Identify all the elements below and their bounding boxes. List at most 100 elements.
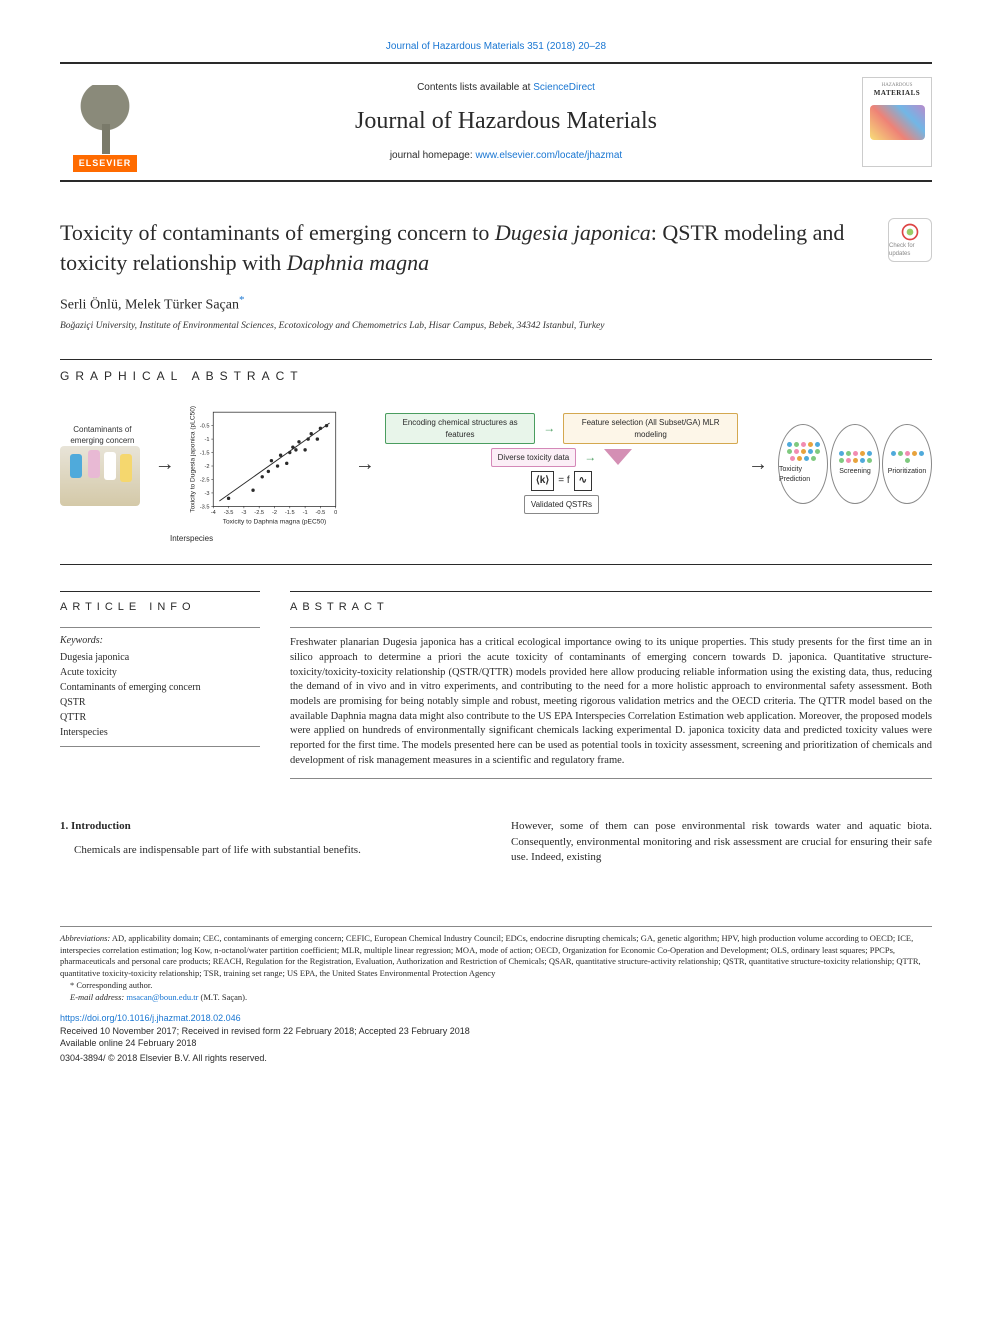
ga-flowchart: Encoding chemical structures as features… xyxy=(385,413,738,514)
received-dates: Received 10 November 2017; Received in r… xyxy=(60,1025,932,1038)
header-center: Contents lists available at ScienceDirec… xyxy=(150,81,862,163)
crossmark-icon xyxy=(900,222,920,242)
author-names: Serli Önlü, Melek Türker Saçan xyxy=(60,298,239,313)
doi-link[interactable]: https://doi.org/10.1016/j.jhazmat.2018.0… xyxy=(60,1013,241,1023)
authors: Serli Önlü, Melek Türker Saçan* xyxy=(60,293,932,315)
svg-text:Toxicity to Dugesia japonica (: Toxicity to Dugesia japonica (pLC50) xyxy=(189,406,196,513)
ga-equation: ⟨k⟩ = f ∿ xyxy=(531,471,592,491)
keyword-item: Dugesia japonica xyxy=(60,650,260,665)
ga-box-encode: Encoding chemical structures as features xyxy=(385,413,535,443)
corresponding-mark: * xyxy=(239,294,245,306)
ga-eq-lhs: ⟨k⟩ xyxy=(531,471,554,491)
keyword-item: QTTR xyxy=(60,710,260,725)
ga-funnel-icon xyxy=(604,449,632,465)
body-columns: 1. Introduction Chemicals are indispensa… xyxy=(60,819,932,865)
svg-text:-2: -2 xyxy=(272,510,277,516)
keyword-item: Interspecies xyxy=(60,725,260,740)
ga-ell1-label: Toxicity Prediction xyxy=(779,465,827,485)
email-suffix: (M.T. Saçan). xyxy=(198,992,247,1002)
homepage-line: journal homepage: www.elsevier.com/locat… xyxy=(150,149,862,163)
svg-text:-0.5: -0.5 xyxy=(315,510,325,516)
abstract-label: ABSTRACT xyxy=(290,591,932,615)
arrow-icon: → xyxy=(584,449,596,466)
title-species2: Daphnia magna xyxy=(287,250,429,275)
arrow-icon: → xyxy=(543,420,555,437)
keyword-item: Contaminants of emerging concern xyxy=(60,680,260,695)
available-date: Available online 24 February 2018 xyxy=(60,1037,932,1050)
graphical-abstract-label: GRAPHICAL ABSTRACT xyxy=(60,359,932,385)
svg-text:-1: -1 xyxy=(302,510,307,516)
footnotes: Abbreviations: AD, applicability domain;… xyxy=(60,926,932,1065)
abbrev-label: Abbreviations: xyxy=(60,933,110,943)
elsevier-tree-icon xyxy=(70,85,140,155)
body-paragraph: However, some of them can pose environme… xyxy=(511,819,932,865)
ga-ell2-label: Screening xyxy=(839,467,871,477)
arrow-icon: → xyxy=(355,450,375,478)
elsevier-logo[interactable]: ELSEVIER xyxy=(60,72,150,172)
abbreviations: Abbreviations: AD, applicability domain;… xyxy=(60,933,932,981)
article-info-column: ARTICLE INFO Keywords: Dugesia japonicaA… xyxy=(60,565,260,780)
svg-text:-3.5: -3.5 xyxy=(223,510,233,516)
email-label: E-mail address: xyxy=(70,992,126,1002)
ga-eq-mid: = f xyxy=(558,474,569,488)
ga-contaminants-image xyxy=(60,446,140,506)
graphical-abstract: Contaminants of emerging concern → -4-3.… xyxy=(60,399,932,529)
ga-ellipses: Toxicity Prediction Screening Prioritiza… xyxy=(778,424,932,504)
sciencedirect-link[interactable]: ScienceDirect xyxy=(533,82,595,93)
homepage-link[interactable]: www.elsevier.com/locate/jhazmat xyxy=(475,150,622,161)
arrow-icon: → xyxy=(748,450,768,478)
ga-ellipse-screening: Screening xyxy=(830,424,880,504)
journal-citation[interactable]: Journal of Hazardous Materials 351 (2018… xyxy=(60,40,932,54)
article-info-label: ARTICLE INFO xyxy=(60,591,260,615)
section-heading-1: 1. Introduction xyxy=(60,819,481,834)
check-updates-label: Check for updates xyxy=(889,242,931,259)
svg-text:-3: -3 xyxy=(241,510,246,516)
contents-line: Contents lists available at ScienceDirec… xyxy=(150,81,862,95)
svg-text:-3.5: -3.5 xyxy=(200,504,210,510)
ga-box-diverse: Diverse toxicity data xyxy=(491,448,577,467)
body-column-right: However, some of them can pose environme… xyxy=(511,819,932,865)
homepage-prefix: journal homepage: xyxy=(390,150,476,161)
abstract-text: Freshwater planarian Dugesia japonica ha… xyxy=(290,627,932,779)
cover-graphic xyxy=(870,105,925,140)
check-updates-badge[interactable]: Check for updates xyxy=(888,218,932,262)
email-link[interactable]: msacan@boun.edu.tr xyxy=(126,992,198,1002)
svg-text:-1.5: -1.5 xyxy=(285,510,295,516)
svg-text:0: 0 xyxy=(334,510,337,516)
affiliation: Boğaziçi University, Institute of Enviro… xyxy=(60,320,932,333)
journal-header: ELSEVIER Contents lists available at Sci… xyxy=(60,62,932,182)
ga-ellipse-prioritization: Prioritization xyxy=(882,424,932,504)
ga-ellipse-prediction: Toxicity Prediction xyxy=(778,424,828,504)
body-paragraph: Chemicals are indispensable part of life… xyxy=(60,843,481,858)
ga-box-feature: Feature selection (All Subset/GA) MLR mo… xyxy=(563,413,738,443)
svg-text:-4: -4 xyxy=(211,510,216,516)
keywords-block: Keywords: Dugesia japonicaAcute toxicity… xyxy=(60,627,260,747)
cover-line2: MATERIALS xyxy=(874,89,920,99)
svg-text:-2.5: -2.5 xyxy=(254,510,264,516)
title-part1: Toxicity of contaminants of emerging con… xyxy=(60,220,495,245)
title-row: Toxicity of contaminants of emerging con… xyxy=(60,218,932,277)
cover-line1: HAZARDOUS xyxy=(882,82,913,89)
email-line: E-mail address: msacan@boun.edu.tr (M.T.… xyxy=(60,992,932,1004)
ga-ell3-label: Prioritization xyxy=(888,467,927,477)
svg-text:-3: -3 xyxy=(204,491,209,497)
svg-text:-2: -2 xyxy=(204,464,209,470)
arrow-icon: → xyxy=(155,450,175,478)
svg-text:-0.5: -0.5 xyxy=(200,423,210,429)
svg-text:-1: -1 xyxy=(204,437,209,443)
article-title: Toxicity of contaminants of emerging con… xyxy=(60,218,872,277)
abbrev-text: AD, applicability domain; CEC, contamina… xyxy=(60,933,921,979)
body-column-left: 1. Introduction Chemicals are indispensa… xyxy=(60,819,481,865)
corresponding-note: * Corresponding author. xyxy=(60,980,932,992)
ga-interspecies-label: Interspecies xyxy=(170,533,932,544)
ga-contaminants-panel: Contaminants of emerging concern xyxy=(60,422,145,506)
info-abstract-row: ARTICLE INFO Keywords: Dugesia japonicaA… xyxy=(60,565,932,780)
ga-eq-rhs: ∿ xyxy=(574,471,592,491)
journal-name: Journal of Hazardous Materials xyxy=(150,105,862,139)
ga-scatter-plot: -4-3.5-3-2.5-2-1.5-1-0.50-3.5-3-2.5-2-1.… xyxy=(185,399,345,529)
contents-prefix: Contents lists available at xyxy=(417,82,533,93)
doi-block: https://doi.org/10.1016/j.jhazmat.2018.0… xyxy=(60,1012,932,1050)
journal-cover-thumbnail[interactable]: HAZARDOUS MATERIALS xyxy=(862,77,932,167)
keyword-item: QSTR xyxy=(60,695,260,710)
svg-text:-1.5: -1.5 xyxy=(200,450,210,456)
